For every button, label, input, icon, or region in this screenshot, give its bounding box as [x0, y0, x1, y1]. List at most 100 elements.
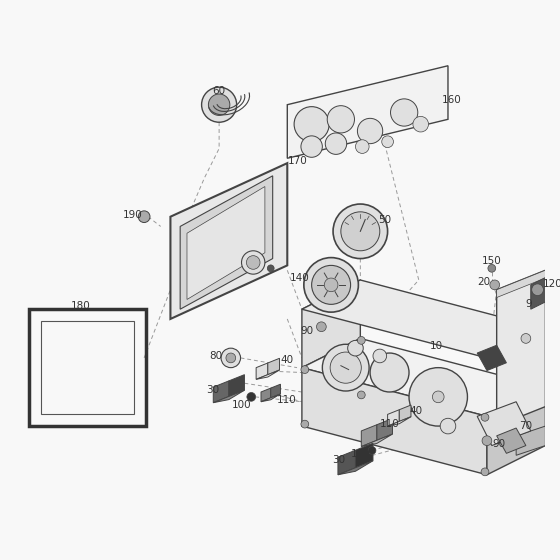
Text: 90: 90 — [492, 438, 505, 449]
Circle shape — [356, 140, 369, 153]
Circle shape — [413, 116, 428, 132]
Circle shape — [357, 118, 382, 144]
Circle shape — [323, 344, 369, 391]
Polygon shape — [477, 346, 506, 371]
Polygon shape — [338, 450, 356, 475]
Polygon shape — [256, 370, 279, 379]
Polygon shape — [187, 186, 265, 300]
Text: 50: 50 — [378, 214, 391, 225]
Polygon shape — [302, 280, 360, 368]
Polygon shape — [477, 402, 531, 446]
Circle shape — [490, 280, 500, 290]
Text: 120: 120 — [543, 279, 560, 289]
Circle shape — [482, 436, 492, 446]
Polygon shape — [356, 443, 373, 468]
Circle shape — [348, 340, 363, 356]
Circle shape — [324, 278, 338, 292]
Polygon shape — [256, 363, 268, 379]
Text: 110: 110 — [380, 419, 399, 429]
Circle shape — [301, 366, 309, 374]
Circle shape — [432, 391, 444, 403]
Text: 170: 170 — [288, 156, 308, 166]
Polygon shape — [302, 368, 487, 475]
Polygon shape — [487, 387, 545, 475]
Polygon shape — [388, 410, 399, 426]
Circle shape — [382, 136, 394, 147]
Polygon shape — [268, 358, 279, 375]
Polygon shape — [388, 417, 411, 426]
Text: 20: 20 — [478, 277, 491, 287]
Text: 160: 160 — [442, 95, 462, 105]
Circle shape — [221, 348, 241, 368]
Circle shape — [357, 337, 365, 344]
Circle shape — [301, 136, 323, 157]
Circle shape — [440, 418, 456, 434]
Text: 80: 80 — [209, 351, 223, 361]
Text: 40: 40 — [281, 355, 294, 365]
Polygon shape — [270, 384, 281, 398]
Circle shape — [247, 393, 255, 402]
Circle shape — [390, 99, 418, 126]
Polygon shape — [170, 163, 287, 319]
Circle shape — [241, 251, 265, 274]
Text: 30: 30 — [206, 385, 219, 395]
Circle shape — [327, 106, 354, 133]
Polygon shape — [377, 418, 393, 440]
Text: 40: 40 — [409, 407, 422, 417]
Polygon shape — [261, 388, 270, 402]
Circle shape — [202, 87, 237, 122]
Polygon shape — [229, 375, 245, 396]
Circle shape — [521, 334, 531, 343]
Circle shape — [370, 353, 409, 392]
Circle shape — [488, 264, 496, 272]
Circle shape — [373, 349, 386, 363]
Circle shape — [301, 420, 309, 428]
Circle shape — [316, 322, 326, 332]
Polygon shape — [497, 270, 545, 426]
Circle shape — [330, 352, 361, 383]
Polygon shape — [261, 394, 281, 402]
Text: 180: 180 — [71, 301, 91, 311]
Circle shape — [208, 94, 230, 115]
Circle shape — [311, 265, 351, 304]
Polygon shape — [287, 66, 448, 158]
Circle shape — [267, 265, 274, 272]
Polygon shape — [497, 428, 526, 454]
Polygon shape — [338, 461, 373, 475]
Text: 9: 9 — [525, 300, 532, 309]
Polygon shape — [361, 424, 377, 446]
Text: 110: 110 — [277, 395, 296, 405]
Circle shape — [341, 212, 380, 251]
Circle shape — [325, 133, 347, 155]
Text: 60: 60 — [213, 86, 226, 96]
Polygon shape — [516, 426, 545, 455]
Circle shape — [409, 368, 468, 426]
Polygon shape — [213, 381, 229, 403]
Circle shape — [481, 413, 489, 421]
Circle shape — [138, 211, 150, 222]
Polygon shape — [497, 270, 545, 297]
Text: 140: 140 — [290, 273, 310, 283]
Polygon shape — [213, 390, 245, 403]
Circle shape — [481, 468, 489, 476]
Circle shape — [226, 353, 236, 363]
Text: 100: 100 — [232, 400, 251, 410]
Circle shape — [333, 204, 388, 259]
Text: 30: 30 — [332, 455, 346, 465]
Polygon shape — [399, 405, 411, 422]
Text: 90: 90 — [300, 326, 314, 335]
Circle shape — [246, 256, 260, 269]
Circle shape — [304, 258, 358, 312]
Text: 10: 10 — [430, 341, 443, 351]
Polygon shape — [531, 275, 550, 309]
Text: 150: 150 — [482, 255, 502, 265]
Text: 100: 100 — [351, 449, 370, 459]
Circle shape — [357, 391, 365, 399]
Circle shape — [368, 446, 376, 454]
Polygon shape — [180, 176, 273, 309]
Polygon shape — [361, 434, 393, 446]
Polygon shape — [302, 338, 545, 416]
Circle shape — [294, 106, 329, 142]
Polygon shape — [302, 280, 545, 358]
Text: 190: 190 — [123, 210, 142, 220]
